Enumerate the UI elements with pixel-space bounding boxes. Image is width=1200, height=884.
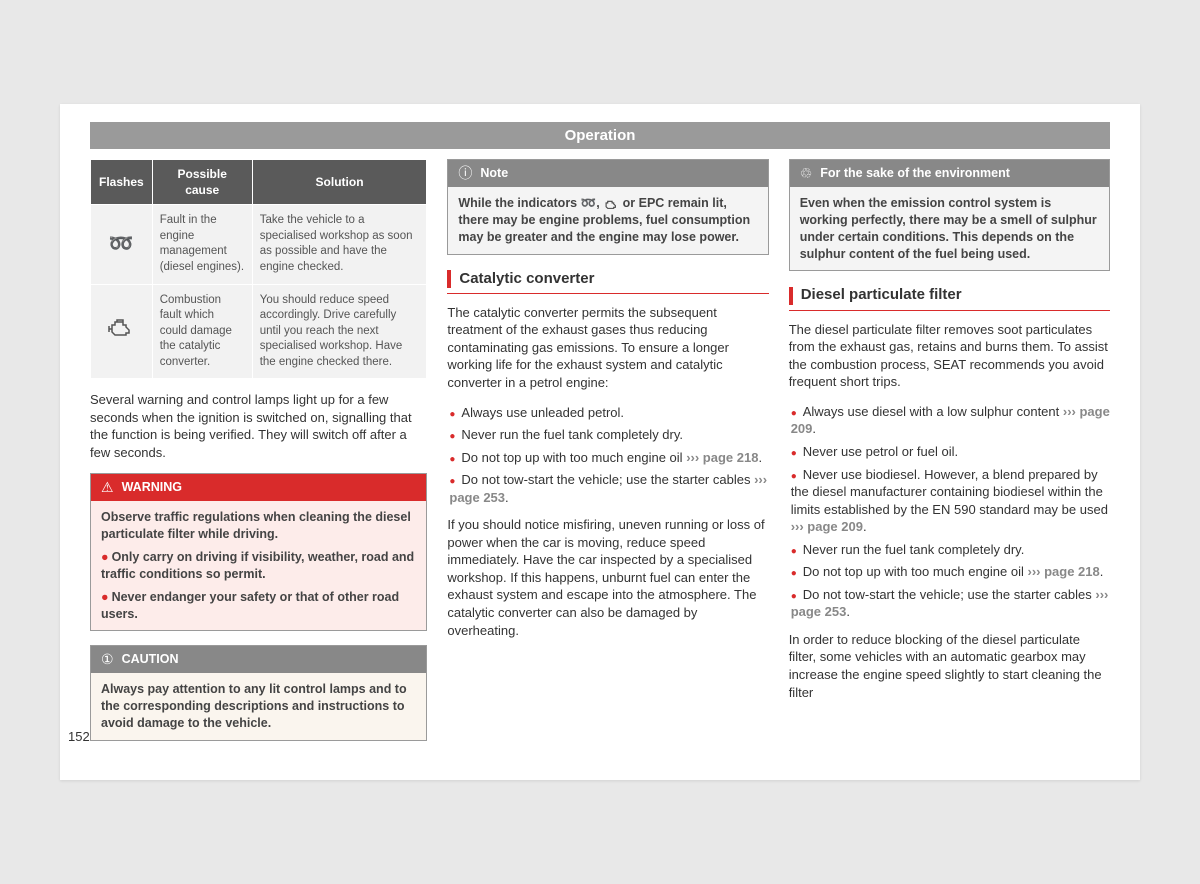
dpf-list: Always use diesel with a low sulphur con… [789, 403, 1110, 621]
list-item: Do not top up with too much engine oil ›… [789, 563, 1110, 581]
note-title: Note [480, 165, 508, 182]
caution-title: CAUTION [122, 651, 179, 668]
warning-lead: Observe traffic regulations when cleanin… [101, 509, 416, 543]
recycle-icon: ♲ [800, 164, 813, 183]
catalytic-p1: The catalytic converter permits the subs… [447, 304, 768, 392]
warning-item: ●Only carry on driving if visibility, we… [101, 549, 416, 583]
cell-cause: Fault in the engine management (diesel e… [152, 205, 252, 284]
list-item: Never run the fuel tank completely dry. [789, 541, 1110, 559]
warning-icon: ⚠ [101, 478, 114, 497]
note-body: While the indicators ➿, or EPC remain li… [448, 187, 767, 254]
warning-body: Observe traffic regulations when cleanin… [91, 501, 426, 630]
columns-wrap: Flashes Possible cause Solution ➿ Fault … [60, 159, 1140, 780]
intro-paragraph: Several warning and control lamps light … [90, 391, 427, 461]
red-bar-icon [447, 270, 451, 288]
catalytic-list: Always use unleaded petrol. Never run th… [447, 404, 768, 507]
th-solution: Solution [252, 160, 427, 205]
column-1: Flashes Possible cause Solution ➿ Fault … [90, 159, 427, 755]
list-item: Do not top up with too much engine oil ›… [447, 449, 768, 467]
dpf-p2: In order to reduce blocking of the diese… [789, 631, 1110, 701]
epc-text: EPC [639, 196, 665, 210]
caution-icon: ① [101, 650, 114, 669]
env-title: For the sake of the environment [820, 165, 1010, 182]
th-cause: Possible cause [152, 160, 252, 205]
caution-box: ① CAUTION Always pay attention to any li… [90, 645, 427, 741]
list-item: Never use petrol or fuel oil. [789, 443, 1110, 461]
dpf-p1: The diesel particulate filter removes so… [789, 321, 1110, 391]
underline [447, 293, 768, 294]
env-body: Even when the emission control system is… [790, 187, 1109, 271]
list-item: Do not tow-start the vehicle; use the st… [447, 471, 768, 506]
list-item: Never run the fuel tank completely dry. [447, 426, 768, 444]
underline [789, 310, 1110, 311]
cell-cause: Combustion fault which could damage the … [152, 284, 252, 379]
warning-head: ⚠ WARNING [91, 474, 426, 501]
column-3: ♲ For the sake of the environment Even w… [789, 159, 1110, 755]
glow-plug-icon-inline: ➿, [581, 196, 604, 210]
list-item: Always use diesel with a low sulphur con… [789, 403, 1110, 438]
warning-item: ●Never endanger your safety or that of o… [101, 589, 416, 623]
fault-table: Flashes Possible cause Solution ➿ Fault … [90, 159, 427, 379]
env-head: ♲ For the sake of the environment [790, 160, 1109, 187]
catalytic-heading: Catalytic converter [447, 269, 768, 289]
caution-body: Always pay attention to any lit control … [91, 673, 426, 740]
column-2: ⓘ Note While the indicators ➿, or EPC re… [447, 159, 768, 755]
page-header: Operation [90, 122, 1110, 149]
manual-page: Operation Flashes Possible cause Solutio… [60, 104, 1140, 780]
info-icon: ⓘ [458, 164, 472, 183]
environment-box: ♲ For the sake of the environment Even w… [789, 159, 1110, 271]
list-item: Never use biodiesel. However, a blend pr… [789, 466, 1110, 536]
th-flashes: Flashes [91, 160, 153, 205]
warning-box: ⚠ WARNING Observe traffic regulations wh… [90, 473, 427, 631]
note-box: ⓘ Note While the indicators ➿, or EPC re… [447, 159, 768, 255]
list-item: Always use unleaded petrol. [447, 404, 768, 422]
caution-head: ① CAUTION [91, 646, 426, 673]
cell-solution: Take the vehicle to a specialised worksh… [252, 205, 427, 284]
dpf-heading: Diesel particulate filter [789, 285, 1110, 305]
warning-title: WARNING [122, 479, 182, 496]
table-row: ➿ Fault in the engine management (diesel… [91, 205, 427, 284]
list-item: Do not tow-start the vehicle; use the st… [789, 586, 1110, 621]
glow-plug-icon: ➿ [91, 205, 153, 284]
cell-solution: You should reduce speed accordingly. Dri… [252, 284, 427, 379]
engine-icon [91, 284, 153, 379]
note-head: ⓘ Note [448, 160, 767, 187]
page-number: 152 [68, 729, 90, 744]
catalytic-p2: If you should notice misfiring, uneven r… [447, 516, 768, 639]
table-row: Combustion fault which could damage the … [91, 284, 427, 379]
red-bar-icon [789, 287, 793, 305]
